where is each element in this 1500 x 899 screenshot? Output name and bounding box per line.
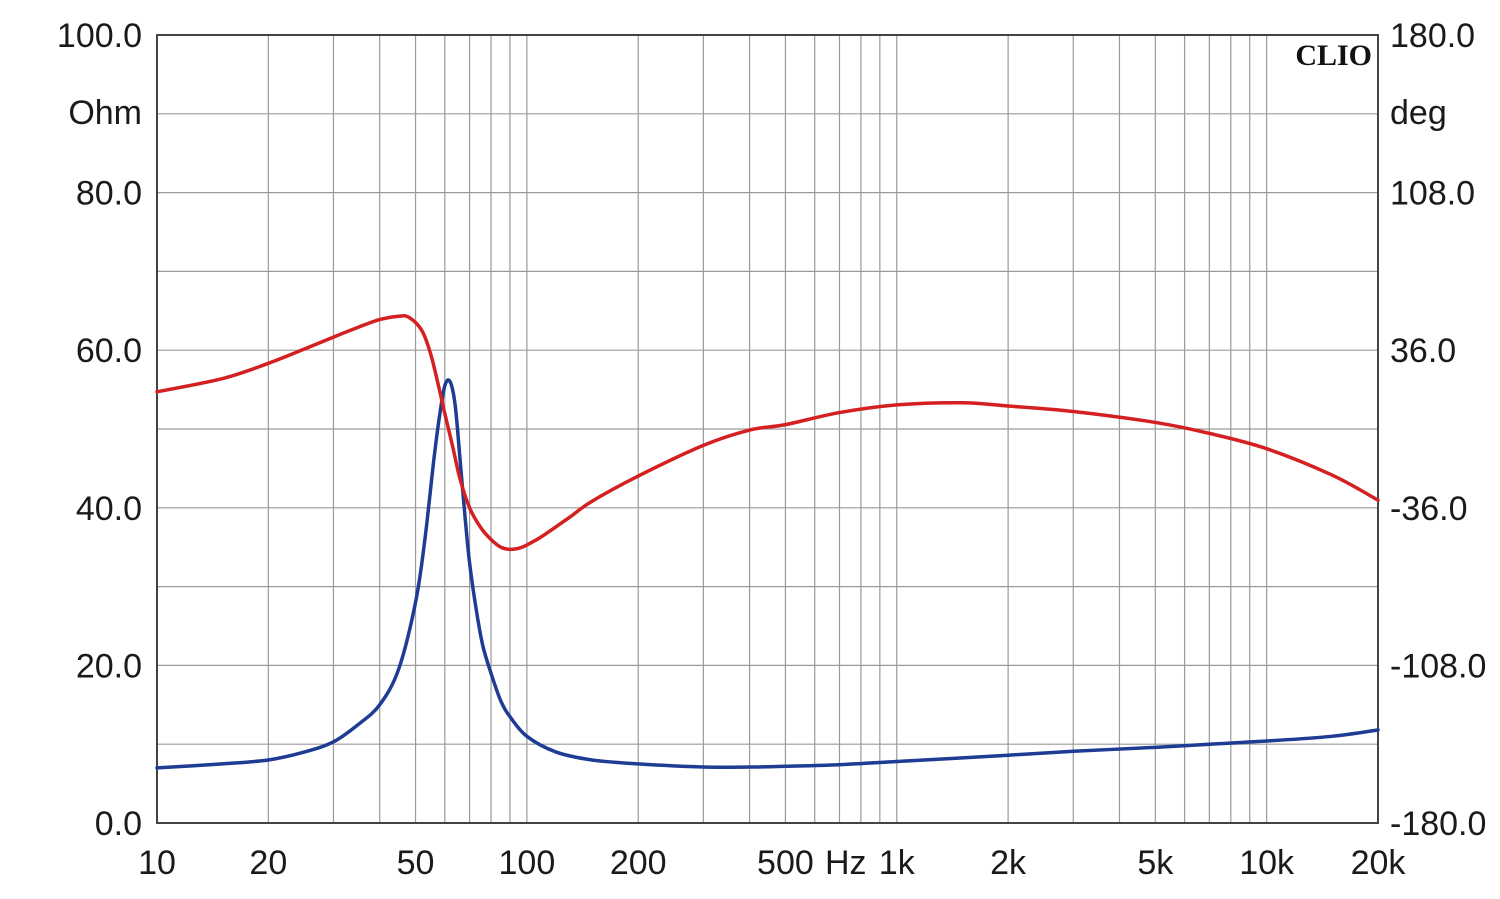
y-left-tick-label: 60.0 [76, 332, 142, 370]
y-left-tick-labels: 0.0 20.0 40.0 60.0 80.0 100.0 [57, 17, 142, 843]
phase-series-line [155, 314, 1380, 552]
y-right-tick-label: -108.0 [1390, 647, 1486, 685]
y-right-tick-labels: -180.0 -108.0 -36.0 36.0 108.0 180.0 [1390, 17, 1486, 843]
y-right-unit-label: deg [1390, 94, 1447, 132]
x-tick-label: 50 [397, 844, 435, 882]
y-right-tick-label: 108.0 [1390, 175, 1475, 213]
y-left-unit-label: Ohm [68, 94, 142, 132]
y-right-tick-label: -180.0 [1390, 805, 1486, 843]
impedance-series-line [155, 378, 1380, 770]
y-left-tick-label: 0.0 [95, 805, 142, 843]
series-layer [155, 314, 1380, 770]
grid [157, 35, 1378, 823]
x-tick-label: 1k [879, 844, 916, 882]
x-tick-label: 10k [1239, 844, 1295, 882]
x-tick-label: 200 [610, 844, 667, 882]
x-tick-label: 20 [249, 844, 287, 882]
x-tick-label: 10 [138, 844, 176, 882]
y-left-tick-label: 40.0 [76, 490, 142, 528]
y-right-tick-label: 180.0 [1390, 17, 1475, 55]
clio-brand-label: CLIO [1295, 39, 1372, 72]
x-tick-label: 500 [757, 844, 814, 882]
y-right-tick-label: 36.0 [1390, 332, 1456, 370]
y-left-tick-label: 100.0 [57, 17, 142, 55]
x-tick-label: 5k [1137, 844, 1174, 882]
x-tick-labels: 10 20 50 100 200 500 1k 2k 5k 10k 20k [138, 844, 1406, 882]
plot-frame [156, 34, 1379, 824]
x-tick-label: 2k [990, 844, 1027, 882]
x-tick-label: 100 [499, 844, 556, 882]
y-left-tick-label: 20.0 [76, 647, 142, 685]
y-right-tick-label: -36.0 [1390, 490, 1468, 528]
y-left-tick-label: 80.0 [76, 175, 142, 213]
x-tick-label: 20k [1351, 844, 1407, 882]
x-unit-label: Hz [825, 844, 867, 882]
